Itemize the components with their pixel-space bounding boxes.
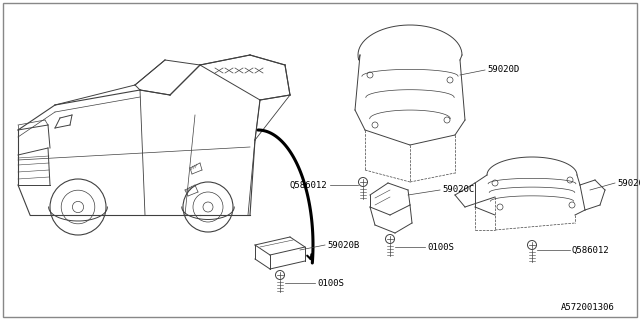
Text: 0100S: 0100S (317, 278, 344, 287)
Text: 0100S: 0100S (427, 243, 454, 252)
Text: 59020D: 59020D (487, 66, 519, 75)
Text: Q586012: Q586012 (290, 180, 328, 189)
Text: Q586012: Q586012 (572, 245, 610, 254)
Text: 59020B: 59020B (327, 241, 359, 250)
Text: 59020E: 59020E (617, 179, 640, 188)
Text: A572001306: A572001306 (561, 303, 615, 312)
Text: 59020C: 59020C (442, 186, 474, 195)
